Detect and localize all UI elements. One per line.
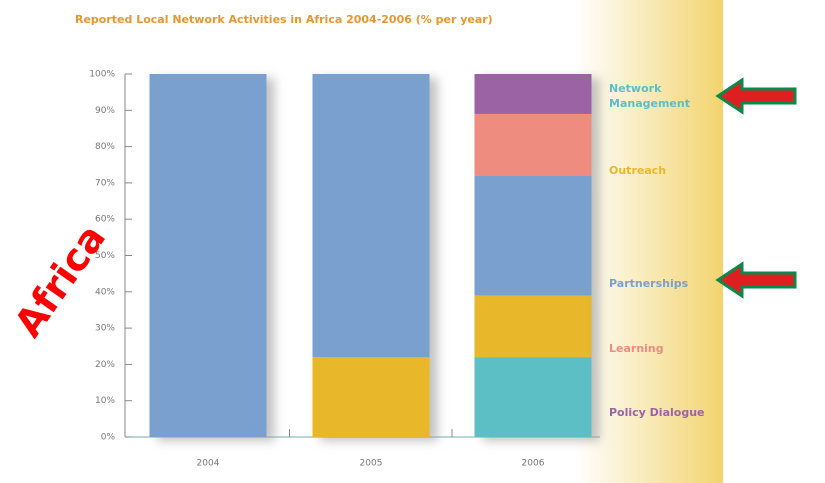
y-tick-label: 100% bbox=[89, 70, 115, 80]
bar-segment bbox=[474, 357, 592, 437]
legend-label: Network Management bbox=[609, 82, 690, 110]
y-tick-label: 10% bbox=[95, 396, 115, 406]
x-tick-label: 2005 bbox=[360, 459, 383, 469]
bar-stack bbox=[149, 74, 267, 437]
y-tick-label: 60% bbox=[95, 215, 115, 225]
arrow bbox=[715, 261, 797, 299]
x-tick-label: 2006 bbox=[522, 459, 545, 469]
y-tick-label: 90% bbox=[95, 106, 115, 116]
bar-stack bbox=[474, 74, 592, 437]
bar-segment bbox=[474, 113, 592, 176]
legend-label: Policy Dialogue bbox=[609, 406, 705, 419]
y-tick-label: 30% bbox=[95, 324, 115, 334]
bar-segment bbox=[312, 74, 430, 358]
x-tick-label: 2004 bbox=[197, 459, 220, 469]
y-tick-label: 40% bbox=[95, 287, 115, 297]
y-tick-label: 20% bbox=[95, 360, 115, 370]
y-tick-label: 80% bbox=[95, 142, 115, 152]
y-tick-label: 70% bbox=[95, 178, 115, 188]
chart-title: Reported Local Network Activities in Afr… bbox=[75, 13, 493, 26]
legend-label: Partnerships bbox=[609, 277, 689, 290]
bar-segment bbox=[474, 175, 592, 296]
bar-segment bbox=[474, 295, 592, 358]
arrow bbox=[715, 77, 797, 115]
y-tick-label: 0% bbox=[101, 433, 116, 443]
bar-stack bbox=[312, 74, 430, 437]
bar-segment bbox=[312, 357, 430, 437]
legend-label: Outreach bbox=[609, 164, 667, 177]
bar-segment bbox=[474, 74, 592, 114]
legend-label: Learning bbox=[609, 342, 664, 355]
y-tick-label: 50% bbox=[95, 251, 115, 261]
bar-segment bbox=[149, 74, 267, 437]
background-band bbox=[575, 0, 723, 483]
